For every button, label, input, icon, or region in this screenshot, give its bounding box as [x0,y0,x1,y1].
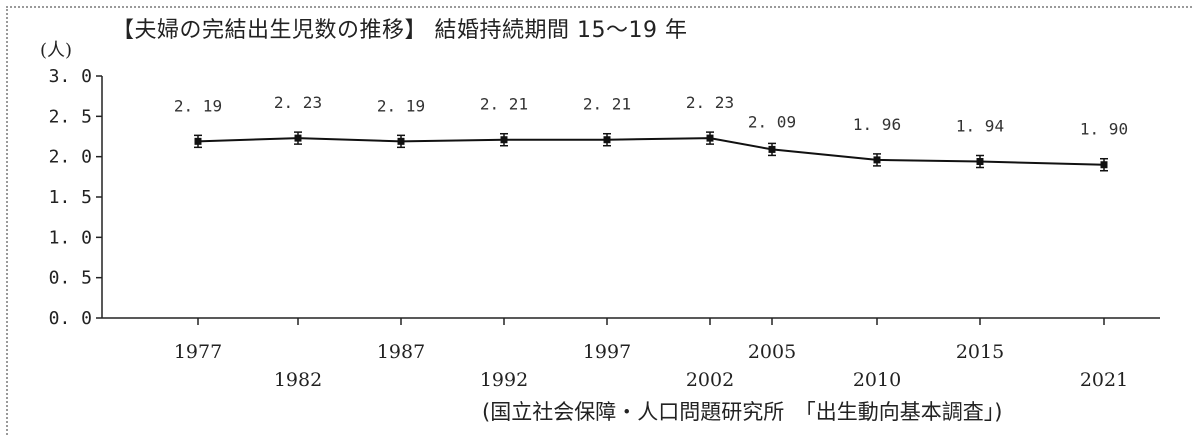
chart-title: 【夫婦の完結出生児数の推移】 結婚持続期間 15〜19 年 [112,18,688,43]
data-label: 2. 21 [480,95,528,114]
x-tick-label: 2010 [853,369,901,391]
data-point [194,137,202,145]
x-tick-label: 1987 [377,341,425,363]
data-point [1100,161,1108,169]
chart-frame [6,6,1192,435]
data-label: 2. 19 [174,96,222,115]
x-tick-label: 1992 [480,369,528,391]
series-line [197,137,1105,166]
data-point [873,156,881,164]
x-tick-label: 2002 [686,369,734,391]
data-label: 1. 94 [956,117,1004,136]
y-axis-unit-label: (人) [40,40,73,61]
x-tick-label: 2005 [748,341,796,363]
data-label: 2. 19 [377,96,425,115]
data-point [397,137,405,145]
x-tick-label: 1977 [174,341,222,363]
x-tick-label: 1997 [583,341,631,363]
x-tick-label: 2015 [956,341,1004,363]
data-point [706,134,714,142]
data-point [603,136,611,144]
y-tick-label: 0. 0 [49,308,92,329]
data-point [500,136,508,144]
source-note: (国立社会保障・人口問題研究所 「出生動向基本調査」) [482,400,1003,424]
data-point [294,134,302,142]
data-label: 1. 96 [853,115,901,134]
x-tick-label: 2021 [1080,369,1128,391]
y-tick-label: 0. 5 [49,268,92,289]
data-label: 2. 09 [748,112,796,131]
y-tick-label: 1. 0 [49,227,92,248]
y-tick-label: 3. 0 [49,66,92,87]
data-label: 2. 23 [274,93,322,112]
data-label: 2. 23 [686,93,734,112]
data-label: 2. 21 [583,95,631,114]
y-tick-label: 2. 0 [49,147,92,168]
data-label: 1. 90 [1080,120,1128,139]
y-tick-label: 2. 5 [49,106,92,127]
x-tick-label: 1982 [274,369,322,391]
data-point [768,145,776,153]
data-point [976,158,984,166]
y-tick-label: 1. 5 [49,187,92,208]
